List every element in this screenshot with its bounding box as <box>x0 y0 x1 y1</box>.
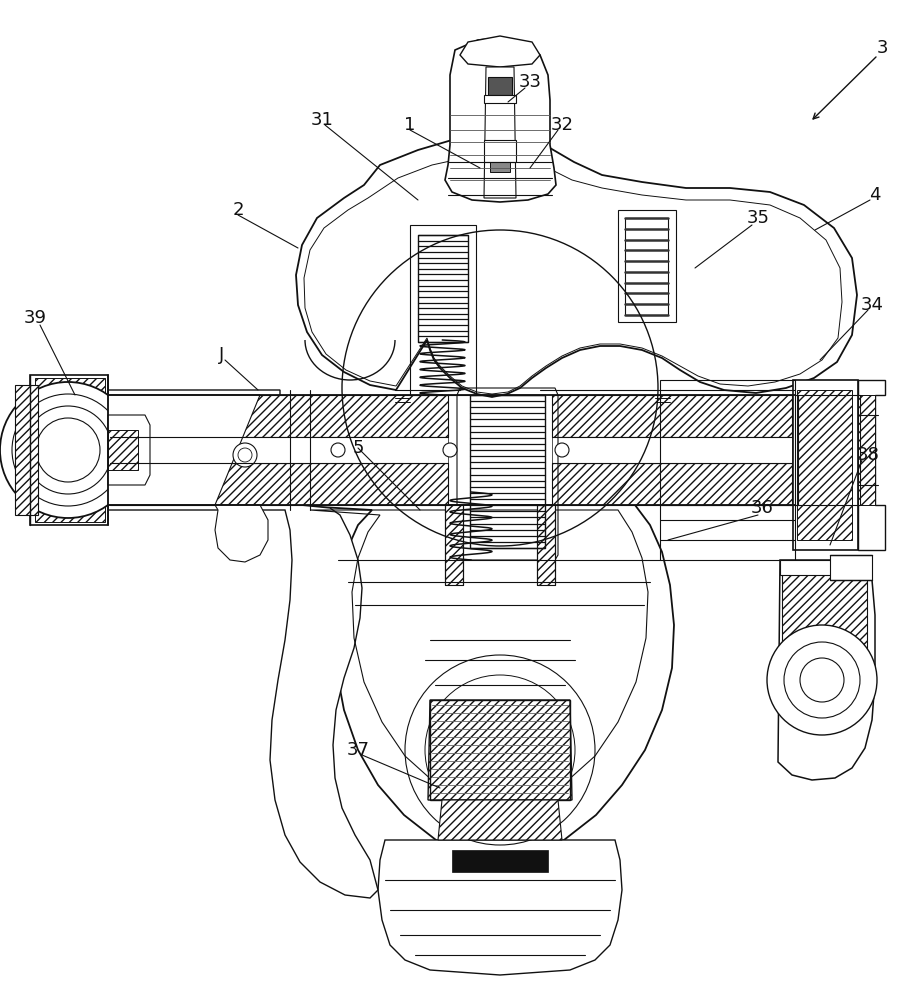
Polygon shape <box>858 380 885 550</box>
Polygon shape <box>445 38 556 202</box>
Text: J: J <box>220 346 224 364</box>
Bar <box>110 395 448 437</box>
Circle shape <box>36 418 100 482</box>
Bar <box>35 378 105 413</box>
Bar <box>452 850 548 872</box>
Text: 2: 2 <box>232 201 243 219</box>
Polygon shape <box>30 375 108 525</box>
Polygon shape <box>15 385 38 515</box>
Text: 34: 34 <box>860 296 884 314</box>
Polygon shape <box>285 505 674 862</box>
Text: 35: 35 <box>747 209 770 227</box>
Bar <box>793 380 858 550</box>
Text: 31: 31 <box>310 111 333 129</box>
Polygon shape <box>484 67 516 198</box>
Bar <box>418 235 468 342</box>
Polygon shape <box>108 415 150 485</box>
Polygon shape <box>428 700 572 800</box>
Bar <box>430 700 570 800</box>
Text: 1: 1 <box>404 116 415 134</box>
Bar <box>830 555 872 580</box>
Bar <box>488 77 512 95</box>
Text: 36: 36 <box>750 499 773 517</box>
Text: 37: 37 <box>347 741 370 759</box>
Bar <box>35 487 105 522</box>
Bar <box>625 218 668 315</box>
Circle shape <box>233 443 257 467</box>
Bar <box>782 570 867 710</box>
Circle shape <box>800 658 844 702</box>
Bar <box>484 95 516 103</box>
Polygon shape <box>108 395 268 562</box>
Polygon shape <box>108 390 378 898</box>
Text: 38: 38 <box>856 446 879 464</box>
Text: 32: 32 <box>551 116 574 134</box>
Bar <box>35 413 105 487</box>
Bar <box>552 437 792 463</box>
Bar <box>110 437 448 463</box>
Bar <box>552 395 792 437</box>
Bar <box>470 395 545 548</box>
Text: 33: 33 <box>519 73 542 91</box>
Circle shape <box>767 625 877 735</box>
Circle shape <box>555 443 569 457</box>
Polygon shape <box>378 840 622 975</box>
Bar <box>110 463 448 505</box>
Circle shape <box>24 406 112 494</box>
Bar <box>490 162 510 172</box>
Bar <box>108 430 138 470</box>
Polygon shape <box>780 560 867 575</box>
Circle shape <box>443 443 457 457</box>
Bar <box>797 390 852 540</box>
Bar <box>445 505 463 585</box>
Polygon shape <box>296 135 857 397</box>
Bar <box>484 140 516 162</box>
Text: 4: 4 <box>869 186 881 204</box>
Circle shape <box>0 382 136 518</box>
Bar <box>537 505 555 585</box>
Circle shape <box>12 394 124 506</box>
Text: 5: 5 <box>352 439 364 457</box>
Bar <box>552 463 792 505</box>
Circle shape <box>331 443 345 457</box>
Polygon shape <box>778 560 875 780</box>
Polygon shape <box>438 800 562 840</box>
Polygon shape <box>460 36 540 67</box>
Text: 3: 3 <box>877 39 888 57</box>
Bar <box>858 395 875 505</box>
Text: 39: 39 <box>24 309 47 327</box>
Circle shape <box>238 448 252 462</box>
Circle shape <box>784 642 860 718</box>
